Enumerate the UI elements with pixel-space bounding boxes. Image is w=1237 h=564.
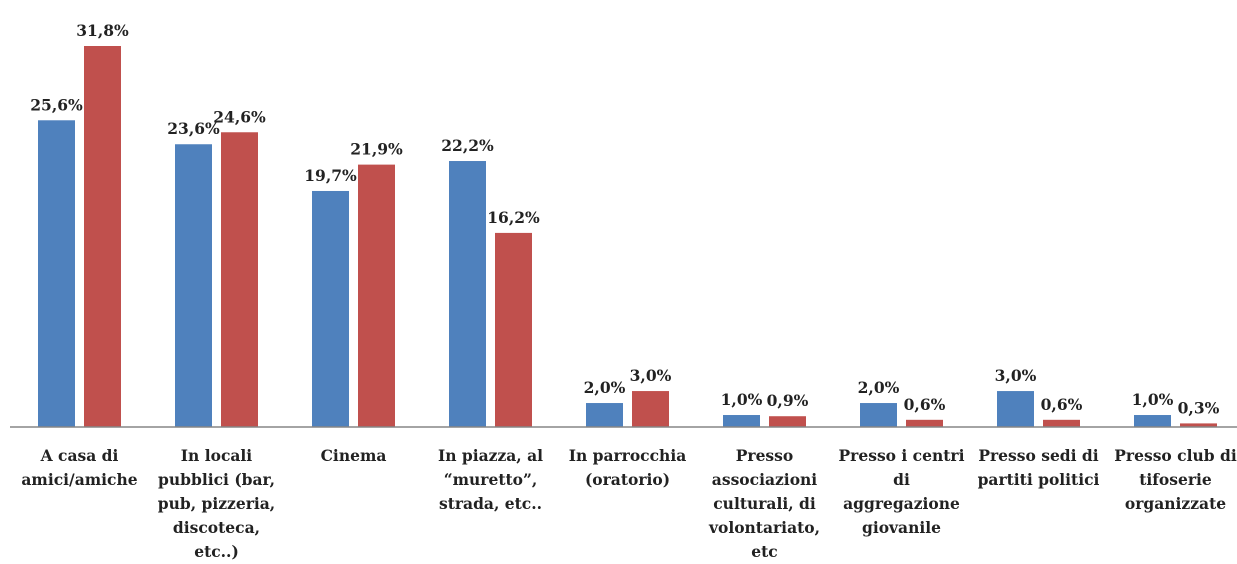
category-label-line: volontariato, [708,518,820,537]
bar-2-9 [1180,423,1217,427]
value-label-1-8: 3,0% [995,366,1037,385]
category-label-line: Presso [736,446,793,465]
bar-2-2 [221,132,258,427]
category-label-line: pubblici (bar, [158,470,275,489]
bar-2-7 [906,419,943,427]
bar-1-3 [312,190,349,427]
category-label-line: pub, pizzeria, [158,494,275,513]
category-label-5: In parrocchia (oratorio) [569,446,687,489]
bar-2-8 [1043,419,1080,427]
value-label-1-9: 1,0% [1132,390,1174,409]
value-label-2-7: 0,6% [904,395,946,414]
value-label-1-6: 1,0% [721,390,763,409]
value-label-2-6: 0,9% [767,391,809,410]
value-label-1-1: 25,6% [30,95,83,114]
bar-1-6 [723,415,760,427]
category-label-3: Cinema [321,446,387,465]
category-label-line: etc [751,542,777,561]
bar-2-3 [358,164,395,427]
bar-1-7 [860,403,897,427]
value-label-1-3: 19,7% [304,166,357,185]
category-label-line: organizzate [1125,494,1226,513]
category-label-line: In piazza, al [438,446,543,465]
category-label-line: (oratorio) [585,470,670,489]
category-label-line: Presso i centri [839,446,965,465]
category-label-line: giovanile [862,518,941,537]
value-label-1-5: 2,0% [584,378,626,397]
value-labels-group: 25,6% 31,8% 23,6%24,6% 19,7% 21,9% 22,2% 16,2%… [30,21,1219,417]
category-label-line: A casa di [40,446,119,465]
bar-2-5 [632,391,669,427]
category-label-line: etc..) [194,542,239,561]
category-label-line: Presso club di [1114,446,1237,465]
value-label-2-8: 0,6% [1041,395,1083,414]
value-label-2-9: 0,3% [1178,398,1220,417]
bar-1-4 [449,161,486,428]
value-label-1-7: 2,0% [858,378,900,397]
value-label-2-1: 31,8% [76,21,129,40]
category-label-line: aggregazione [843,494,960,513]
category-label-line: Presso sedi di [978,446,1098,465]
category-label-line: amici/amiche [21,470,137,489]
value-label-1-4: 22,2% [441,136,494,155]
category-label-line: Cinema [321,446,387,465]
category-label-8: Presso sedi di partiti politici [978,446,1100,489]
category-label-line: partiti politici [978,470,1100,489]
value-label-1-2: 23,6% [167,119,220,138]
category-label-2: In locali pubblici (bar, pub, pizzeria, dis… [158,446,275,561]
value-label-2-2: 24,6% [213,107,266,126]
value-label-2-5: 3,0% [630,366,672,385]
category-label-7: Presso i centri di aggregazione giovanile [839,446,965,537]
category-label-1: A casa di amici/amiche [21,446,137,489]
category-label-line: In locali [181,446,253,465]
category-label-line: associazioni [712,470,818,489]
category-label-line: discoteca, [173,518,260,537]
bar-2-4 [495,232,532,427]
category-label-line: tifoserie [1139,470,1212,489]
bars-group [38,46,1217,428]
category-labels-group: A casa di amici/amiche In locali pubblici (… [21,446,1236,561]
category-label-9: Presso club di tifoserie organizzate [1114,446,1237,513]
bar-1-9 [1134,415,1171,427]
category-label-line: culturali, di [713,494,816,513]
category-label-6: Presso associazioni culturali, di volontari… [708,446,820,561]
category-label-line: “muretto”, [444,470,538,489]
value-label-2-4: 16,2% [487,208,540,227]
bar-2-6 [769,416,806,427]
category-label-line: In parrocchia [569,446,687,465]
value-label-2-3: 21,9% [350,140,403,159]
bar-1-2 [175,144,212,427]
category-label-4: In piazza, al “muretto”, strada, etc.. [438,446,543,513]
bar-1-1 [38,120,75,427]
bar-1-8 [997,391,1034,427]
bar-1-5 [586,403,623,427]
category-label-line: di [893,470,910,489]
category-label-line: strada, etc.. [439,494,542,513]
bar-2-1 [84,46,121,427]
